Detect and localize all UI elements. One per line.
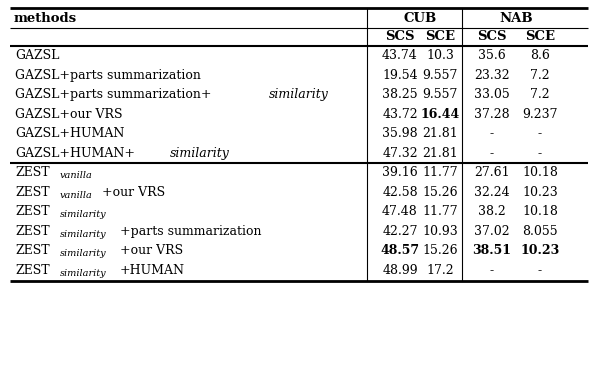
Text: 23.32: 23.32 — [474, 69, 510, 82]
Text: 43.72: 43.72 — [382, 108, 418, 121]
Text: 10.18: 10.18 — [522, 166, 558, 179]
Text: 38.2: 38.2 — [478, 205, 506, 218]
Text: 38.25: 38.25 — [382, 88, 418, 101]
Text: 11.77: 11.77 — [422, 205, 458, 218]
Text: 8.6: 8.6 — [530, 49, 550, 62]
Text: ZEST: ZEST — [15, 264, 50, 277]
Text: 35.6: 35.6 — [478, 49, 506, 62]
Text: 21.81: 21.81 — [422, 147, 458, 160]
Text: 10.93: 10.93 — [422, 225, 458, 238]
Text: methods: methods — [14, 11, 77, 25]
Text: 15.26: 15.26 — [422, 244, 458, 257]
Text: SCE: SCE — [425, 30, 455, 44]
Text: 7.2: 7.2 — [530, 69, 550, 82]
Text: similarity: similarity — [269, 88, 328, 101]
Text: 19.54: 19.54 — [382, 69, 418, 82]
Text: 42.58: 42.58 — [382, 186, 418, 199]
Text: GAZSL+parts summarization: GAZSL+parts summarization — [15, 69, 201, 82]
Text: similarity: similarity — [60, 210, 106, 220]
Text: +our VRS: +our VRS — [120, 244, 183, 257]
Text: 37.02: 37.02 — [474, 225, 510, 238]
Text: 39.16: 39.16 — [382, 166, 418, 179]
Text: 37.28: 37.28 — [474, 108, 510, 121]
Text: SCS: SCS — [477, 30, 507, 44]
Text: 43.74: 43.74 — [382, 49, 418, 62]
Text: ZEST: ZEST — [15, 244, 50, 257]
Text: GAZSL+our VRS: GAZSL+our VRS — [15, 108, 123, 121]
Text: vanilla: vanilla — [60, 191, 93, 200]
Text: -: - — [490, 147, 494, 160]
Text: 15.26: 15.26 — [422, 186, 458, 199]
Text: 10.18: 10.18 — [522, 205, 558, 218]
Text: CUB: CUB — [404, 11, 437, 25]
Text: 32.24: 32.24 — [474, 186, 510, 199]
Text: +parts summarization: +parts summarization — [120, 225, 261, 238]
Text: +HUMAN: +HUMAN — [120, 264, 185, 277]
Text: 8.055: 8.055 — [522, 225, 558, 238]
Text: -: - — [538, 147, 542, 160]
Text: 10.23: 10.23 — [520, 244, 560, 257]
Text: 47.32: 47.32 — [382, 147, 418, 160]
Text: ZEST: ZEST — [15, 186, 50, 199]
Text: similarity: similarity — [170, 147, 230, 160]
Text: 10.23: 10.23 — [522, 186, 558, 199]
Text: 7.2: 7.2 — [530, 88, 550, 101]
Text: 38.51: 38.51 — [472, 244, 511, 257]
Text: 47.48: 47.48 — [382, 205, 418, 218]
Text: similarity: similarity — [60, 250, 106, 258]
Text: NAB: NAB — [499, 11, 533, 25]
Text: 9.557: 9.557 — [422, 88, 457, 101]
Text: -: - — [538, 127, 542, 140]
Text: 11.77: 11.77 — [422, 166, 458, 179]
Text: similarity: similarity — [60, 230, 106, 239]
Text: ZEST: ZEST — [15, 205, 50, 218]
Text: 27.61: 27.61 — [474, 166, 510, 179]
Text: similarity: similarity — [60, 269, 106, 278]
Text: ZEST: ZEST — [15, 225, 50, 238]
Text: 9.237: 9.237 — [522, 108, 558, 121]
Text: 33.05: 33.05 — [474, 88, 510, 101]
Text: ZEST: ZEST — [15, 166, 50, 179]
Text: GAZSL+parts summarization+: GAZSL+parts summarization+ — [15, 88, 212, 101]
Text: 48.99: 48.99 — [382, 264, 418, 277]
Text: GAZSL+HUMAN+: GAZSL+HUMAN+ — [15, 147, 135, 160]
Text: GAZSL+HUMAN: GAZSL+HUMAN — [15, 127, 124, 140]
Text: -: - — [538, 264, 542, 277]
Text: 16.44: 16.44 — [420, 108, 460, 121]
Text: SCS: SCS — [385, 30, 415, 44]
Text: GAZSL: GAZSL — [15, 49, 59, 62]
Text: 17.2: 17.2 — [426, 264, 454, 277]
Text: -: - — [490, 264, 494, 277]
Text: 9.557: 9.557 — [422, 69, 457, 82]
Text: 48.57: 48.57 — [380, 244, 420, 257]
Text: +our VRS: +our VRS — [102, 186, 165, 199]
Text: 10.3: 10.3 — [426, 49, 454, 62]
Text: 35.98: 35.98 — [382, 127, 418, 140]
Text: 42.27: 42.27 — [382, 225, 418, 238]
Text: 21.81: 21.81 — [422, 127, 458, 140]
Text: vanilla: vanilla — [60, 171, 93, 180]
Text: SCE: SCE — [525, 30, 555, 44]
Text: -: - — [490, 127, 494, 140]
